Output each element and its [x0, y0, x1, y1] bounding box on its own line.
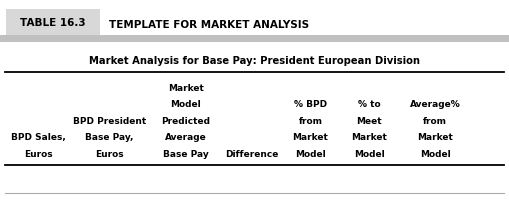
FancyBboxPatch shape [0, 35, 509, 43]
Text: Euros: Euros [95, 149, 124, 158]
Text: Difference: Difference [225, 149, 278, 158]
Text: Meet: Meet [356, 116, 382, 125]
Text: Market: Market [168, 83, 204, 92]
Text: Base Pay: Base Pay [163, 149, 209, 158]
Text: Market Analysis for Base Pay: President European Division: Market Analysis for Base Pay: President … [89, 56, 420, 66]
Text: BPD President: BPD President [73, 116, 146, 125]
Text: Base Pay,: Base Pay, [85, 133, 134, 142]
Text: Average%: Average% [410, 100, 461, 109]
Text: Market: Market [351, 133, 387, 142]
Text: Model: Model [420, 149, 450, 158]
Text: TABLE 16.3: TABLE 16.3 [20, 18, 86, 28]
Text: Model: Model [354, 149, 384, 158]
Text: % to: % to [358, 100, 380, 109]
Text: Market: Market [293, 133, 328, 142]
Text: from: from [423, 116, 447, 125]
FancyBboxPatch shape [6, 10, 100, 36]
Text: % BPD: % BPD [294, 100, 327, 109]
Text: Euros: Euros [24, 149, 52, 158]
Text: TEMPLATE FOR MARKET ANALYSIS: TEMPLATE FOR MARKET ANALYSIS [109, 19, 309, 29]
Text: Model: Model [295, 149, 326, 158]
Text: BPD Sales,: BPD Sales, [11, 133, 66, 142]
Text: from: from [298, 116, 323, 125]
Text: Average: Average [165, 133, 207, 142]
Text: Market: Market [417, 133, 453, 142]
Text: Predicted: Predicted [161, 116, 210, 125]
Text: Model: Model [171, 100, 201, 109]
